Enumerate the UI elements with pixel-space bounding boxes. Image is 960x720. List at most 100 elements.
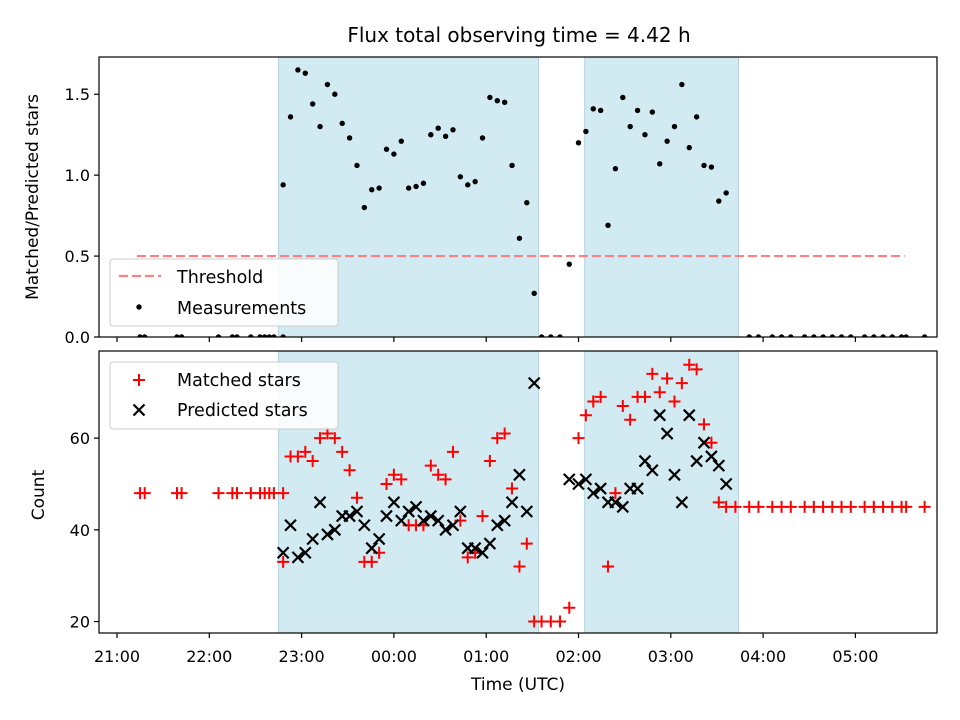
matched-star-point	[506, 482, 519, 495]
predicted-star-point	[660, 427, 674, 440]
legend-predicted-swatch	[132, 403, 146, 417]
chart-title: Flux total observing time = 4.42 h	[347, 23, 690, 47]
measurement-point	[383, 146, 390, 152]
predicted-star-point	[306, 532, 319, 546]
matched-star-point	[705, 436, 718, 449]
predicted-star-point	[646, 463, 659, 477]
matched-star-point	[277, 487, 290, 500]
matched-star-point	[328, 432, 341, 445]
matched-star-point	[752, 500, 765, 513]
top-y-tick-label: 0.5	[65, 247, 90, 266]
predicted-star-point	[527, 376, 541, 390]
matched-star-point	[520, 537, 533, 550]
predicted-star-point	[372, 532, 386, 546]
matched-star-point	[380, 477, 393, 490]
measurement-point	[487, 94, 493, 101]
bottom-panel: 20 40 60 21:00 22:00 23:00 00:00 01:00 02:00 03:0…	[70, 350, 938, 666]
measurement-point	[903, 334, 909, 337]
predicted-star-point	[276, 546, 290, 560]
measurement-point	[861, 334, 868, 337]
measurement-point	[280, 334, 286, 337]
predicted-star-point	[446, 518, 460, 532]
predicted-star-point	[682, 408, 696, 422]
measurement-point	[590, 106, 596, 112]
measurement-point	[605, 222, 611, 229]
matched-star-point	[661, 372, 674, 385]
predicted-star-point	[424, 509, 438, 523]
matched-star-point	[461, 551, 474, 564]
measurement-point	[708, 164, 715, 170]
predicted-star-point	[594, 482, 607, 495]
top-y-tick-label: 1.5	[65, 85, 90, 104]
predicted-star-point	[562, 473, 576, 486]
matched-star-point	[314, 432, 327, 445]
matched-star-point	[138, 487, 151, 500]
measurement-point	[620, 94, 626, 101]
matched-star-point	[784, 500, 797, 513]
predicted-star-point	[668, 468, 681, 482]
measurement-point	[769, 334, 776, 337]
matched-star-point	[844, 500, 857, 513]
predicted-star-point	[675, 496, 689, 509]
measurement-point	[317, 123, 323, 130]
matched-star-point	[365, 555, 378, 568]
matched-star-point	[563, 601, 576, 614]
measurement-point	[420, 180, 427, 186]
matched-star-point	[230, 487, 243, 500]
measurement-point	[178, 334, 185, 337]
predicted-star-point	[380, 509, 393, 523]
matched-star-point	[690, 363, 703, 376]
measurement-point	[405, 185, 412, 191]
legend-matched-swatch	[133, 374, 145, 386]
measurement-point	[435, 125, 441, 131]
measurement-point	[524, 199, 530, 206]
bottom-y-tick-label: 60	[70, 429, 90, 448]
bottom-y-axis-label: Count	[29, 469, 49, 520]
matched-star-point	[653, 386, 666, 399]
predicted-star-point	[705, 450, 718, 463]
top-shaded-interval-1	[584, 57, 739, 337]
matched-star-point	[350, 491, 363, 504]
measurement-point	[597, 107, 604, 114]
matched-star-point	[439, 473, 452, 486]
matched-star-point	[624, 413, 637, 426]
legend-threshold-label: Threshold	[176, 268, 263, 288]
matched-star-point	[432, 468, 445, 481]
matched-star-point	[602, 560, 615, 573]
matched-star-point	[513, 560, 526, 573]
legend-predicted-label: Predicted stars	[177, 401, 308, 421]
measurement-point	[457, 174, 464, 180]
matched-star-point	[712, 496, 725, 509]
matched-star-point	[336, 445, 349, 458]
top-y-axis-label: Matched/Predicted stars	[23, 94, 43, 300]
measurement-point	[871, 334, 877, 337]
measurement-point	[137, 334, 143, 337]
matched-star-point	[900, 500, 913, 513]
legend-measurements-swatch	[136, 304, 142, 310]
measurement-point	[671, 123, 678, 130]
measurement-point	[324, 81, 331, 88]
predicted-star-point	[572, 477, 585, 491]
measurement-point	[516, 235, 523, 241]
predicted-star-point	[476, 546, 489, 560]
predicted-star-point	[690, 454, 703, 468]
measurement-point	[693, 114, 700, 120]
predicted-star-point	[284, 518, 297, 532]
x-axis-label: Time (UTC)	[470, 675, 565, 695]
measurement-point	[465, 182, 471, 188]
predicted-star-point	[350, 505, 364, 518]
x-tick-label: 05:00	[832, 647, 878, 666]
matched-star-point	[675, 377, 688, 390]
matched-star-point	[212, 487, 225, 500]
matched-star-point	[446, 445, 459, 458]
measurement-point	[248, 334, 254, 337]
predicted-star-point	[365, 541, 379, 555]
measurement-point	[361, 204, 368, 211]
measurement-point	[820, 334, 826, 337]
measurement-point	[612, 165, 619, 172]
matched-star-point	[554, 615, 567, 628]
predicted-star-point	[609, 496, 622, 509]
bottom-plot-area	[134, 351, 931, 633]
predicted-star-point	[395, 514, 408, 527]
predicted-star-point	[579, 473, 593, 486]
